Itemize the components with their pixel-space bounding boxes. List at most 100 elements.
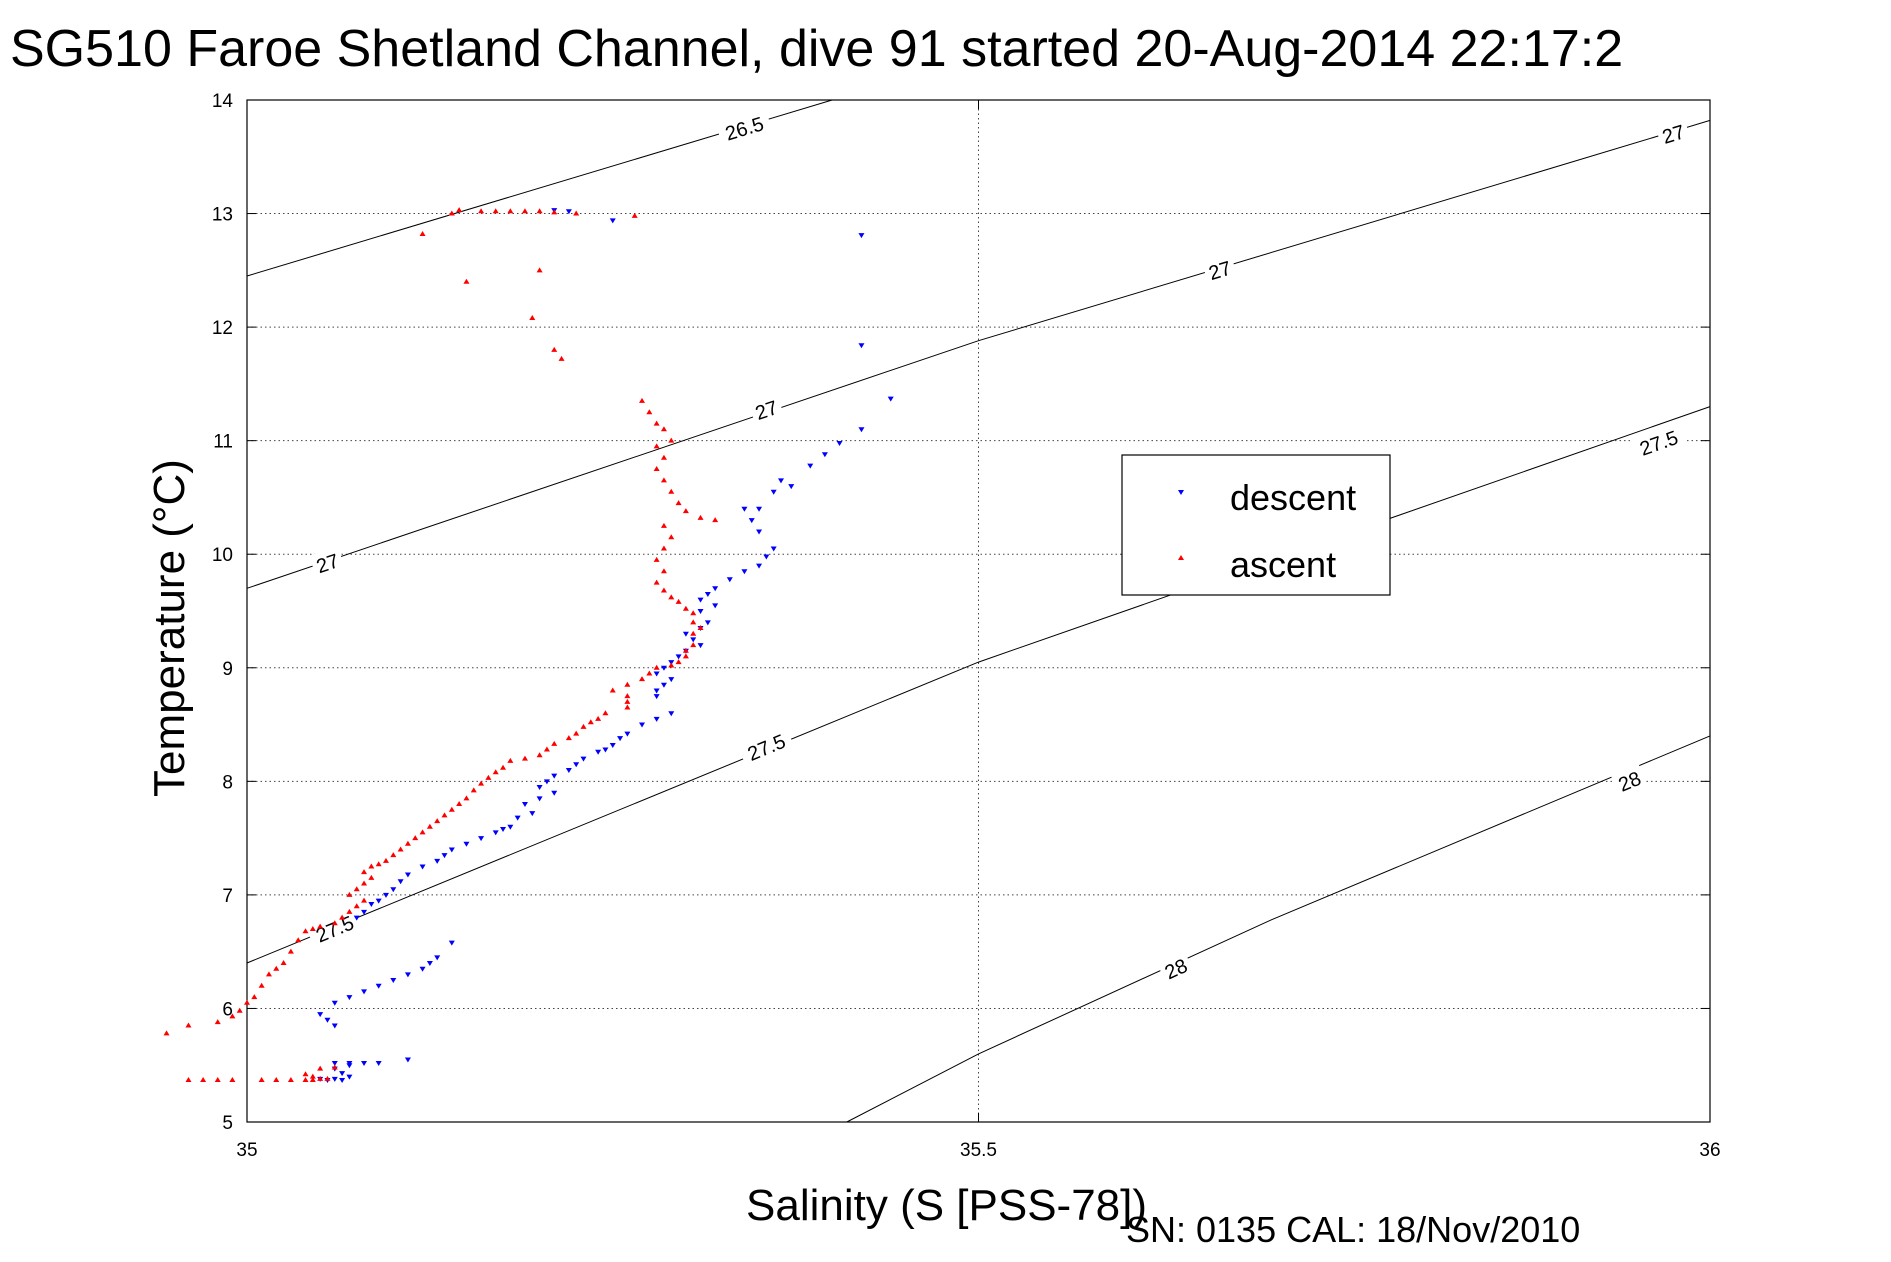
descent-point bbox=[770, 546, 777, 552]
ascent-point bbox=[456, 207, 463, 213]
descent-point bbox=[500, 827, 507, 833]
y-tick-label: 11 bbox=[213, 432, 233, 453]
ascent-point bbox=[675, 500, 682, 506]
descent-point bbox=[390, 887, 397, 893]
descent-point bbox=[514, 815, 521, 821]
ascent-point bbox=[492, 769, 499, 775]
legend-descent-label: descent bbox=[1230, 477, 1356, 518]
descent-point bbox=[404, 1057, 411, 1063]
ascent-point bbox=[353, 903, 360, 909]
y-tick-label: 13 bbox=[212, 205, 233, 226]
ascent-point bbox=[448, 806, 455, 812]
ascent-point bbox=[565, 735, 572, 741]
ascent-point bbox=[302, 928, 309, 934]
descent-point bbox=[434, 858, 441, 864]
ascent-point bbox=[668, 534, 675, 540]
ascent-point bbox=[419, 230, 426, 236]
ascent-point bbox=[229, 1076, 236, 1082]
axis-ticks: 35 35.5 36 5 6 7 8 9 10 11 12 13 14 bbox=[212, 91, 1721, 1161]
descent-point bbox=[331, 1023, 338, 1029]
ascent-point bbox=[668, 488, 675, 494]
ascent-point bbox=[682, 653, 689, 659]
descent-point bbox=[777, 478, 784, 484]
y-tick-label: 14 bbox=[212, 91, 234, 112]
ascent-point bbox=[258, 982, 265, 988]
ascent-point bbox=[426, 823, 433, 829]
ascent-point bbox=[434, 818, 441, 824]
ascent-point bbox=[309, 1076, 316, 1082]
descent-point bbox=[361, 989, 368, 995]
ascent-point bbox=[631, 212, 638, 218]
descent-point bbox=[712, 586, 719, 592]
descent-point bbox=[821, 452, 828, 458]
descent-point bbox=[653, 694, 660, 700]
descent-point bbox=[331, 1000, 338, 1006]
ascent-point bbox=[587, 719, 594, 725]
ascent-point bbox=[521, 208, 528, 214]
descent-point bbox=[434, 955, 441, 961]
ascent-point bbox=[236, 1007, 243, 1013]
contour-label: 27 bbox=[748, 392, 785, 428]
descent-point bbox=[382, 892, 389, 898]
ascent-point bbox=[470, 787, 477, 793]
descent-point bbox=[368, 901, 375, 907]
descent-point bbox=[595, 749, 602, 755]
descent-point bbox=[536, 796, 543, 802]
contour-line-27 bbox=[246, 119, 1711, 589]
descent-point bbox=[748, 518, 755, 524]
ascent-point bbox=[653, 556, 660, 562]
ascent-point bbox=[653, 466, 660, 472]
ascent-point bbox=[456, 801, 463, 807]
y-tick-label: 8 bbox=[222, 772, 233, 793]
ascent-point bbox=[419, 829, 426, 835]
contour-label: 27 bbox=[1201, 253, 1239, 288]
ascent-point bbox=[463, 795, 470, 801]
ascent-point bbox=[668, 594, 675, 600]
ascent-point bbox=[660, 426, 667, 432]
descent-point bbox=[712, 603, 719, 609]
ascent-point bbox=[214, 1076, 221, 1082]
ascent-point bbox=[536, 267, 543, 273]
ascent-point bbox=[639, 676, 646, 682]
y-tick-label: 10 bbox=[212, 545, 233, 566]
ascent-point bbox=[712, 517, 719, 523]
ascent-point bbox=[551, 346, 558, 352]
descent-point bbox=[741, 506, 748, 512]
contour-label-mask bbox=[1610, 763, 1649, 800]
ascent-point bbox=[280, 960, 287, 966]
ascent-point bbox=[660, 522, 667, 528]
ascent-point bbox=[675, 659, 682, 665]
descent-point bbox=[375, 1060, 382, 1066]
ascent-point bbox=[485, 774, 492, 780]
contour-label-mask bbox=[1156, 950, 1196, 987]
contour-label-mask bbox=[1655, 117, 1692, 151]
ascent-point bbox=[551, 740, 558, 746]
descent-point bbox=[668, 677, 675, 683]
ascent-point bbox=[521, 755, 528, 761]
ascent-point bbox=[682, 605, 689, 611]
descent-point bbox=[858, 233, 865, 239]
ascent-point bbox=[660, 587, 667, 593]
ascent-point bbox=[361, 869, 368, 875]
contour-line-28 bbox=[846, 735, 1711, 1123]
descent-point bbox=[404, 872, 411, 878]
ascent-point bbox=[660, 545, 667, 551]
ascent-point bbox=[346, 891, 353, 897]
descent-point bbox=[682, 631, 689, 637]
contour-label-mask bbox=[309, 546, 346, 581]
descent-point bbox=[529, 811, 536, 817]
descent-point bbox=[887, 396, 894, 402]
ascent-point bbox=[682, 508, 689, 514]
y-tick-label: 5 bbox=[222, 1113, 233, 1134]
contour-line-27.5 bbox=[246, 406, 1711, 964]
ascent-point bbox=[185, 1022, 192, 1028]
ascent-point bbox=[580, 723, 587, 729]
ascent-series bbox=[163, 207, 719, 1082]
ascent-point bbox=[361, 897, 368, 903]
ascent-point bbox=[624, 681, 631, 687]
descent-point bbox=[763, 554, 770, 560]
ascent-point bbox=[573, 730, 580, 736]
ascent-point bbox=[302, 1076, 309, 1082]
descent-point bbox=[353, 915, 360, 921]
